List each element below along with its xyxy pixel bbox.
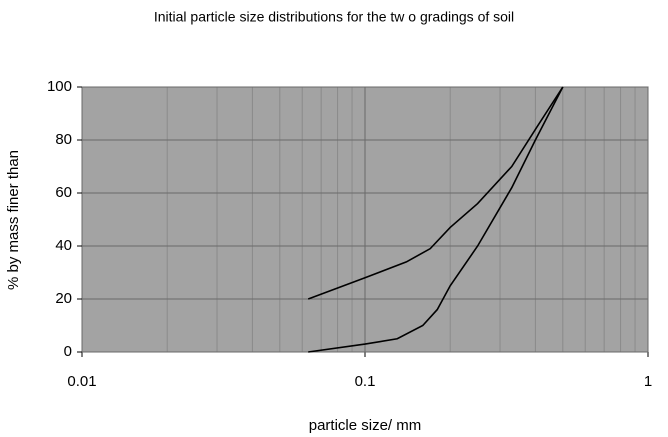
y-tick-label: 20	[55, 290, 72, 307]
y-tick-label: 100	[47, 78, 72, 95]
y-axis-label: % by mass finer than	[5, 150, 22, 290]
y-tick-label: 80	[55, 131, 72, 148]
x-tick-label: 1	[644, 373, 652, 390]
chart-title: Initial particle size distributions for …	[154, 9, 514, 25]
data-line	[307, 86, 564, 300]
data-line	[308, 86, 564, 353]
x-tick-label: 0.01	[67, 373, 96, 390]
x-axis-label: particle size/ mm	[309, 417, 422, 434]
y-tick-label: 60	[55, 184, 72, 201]
x-tick-label: 0.1	[355, 373, 376, 390]
y-tick-label: 40	[55, 237, 72, 254]
y-tick-label: 0	[64, 343, 72, 360]
